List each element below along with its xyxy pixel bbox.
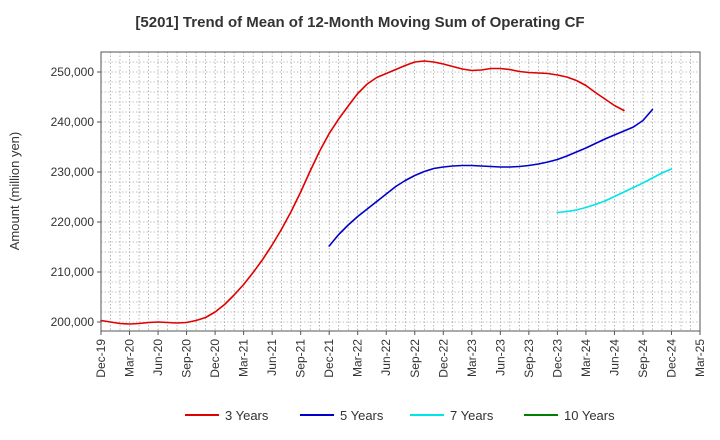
- x-tick-label: Dec-19: [94, 339, 108, 378]
- y-tick-label: 200,000: [51, 315, 95, 329]
- y-tick-label: 210,000: [51, 265, 95, 279]
- x-tick-label: Sep-20: [180, 339, 194, 378]
- x-tick-labels: Dec-19 Mar-20 Jun-20 Sep-20 Dec-20 Mar-21 Jun-…: [94, 331, 707, 378]
- grid-layer: [101, 52, 700, 331]
- x-tick-label: Dec-24: [664, 339, 678, 378]
- y-tick-labels: 200,000 210,000 220,000 230,000 240,000 250,0…: [51, 65, 101, 329]
- chart-title: [5201] Trend of Mean of 12-Month Moving …: [135, 14, 585, 31]
- y-tick-label: 230,000: [51, 165, 95, 179]
- y-tick-label: 240,000: [51, 115, 95, 129]
- legend-label: 7 Years: [450, 408, 494, 423]
- y-axis-label: Amount (million yen): [7, 132, 22, 251]
- x-tick-label: Dec-21: [322, 339, 336, 378]
- x-tick-label: Jun-23: [493, 339, 507, 376]
- x-tick-label: Mar-21: [237, 339, 251, 377]
- series-line-3-years: [100, 60, 625, 325]
- x-tick-label: Jun-20: [151, 339, 165, 376]
- series-line-5-years: [328, 108, 654, 247]
- x-tick-label: Mar-22: [351, 339, 365, 377]
- legend-label: 10 Years: [564, 408, 615, 423]
- legend-label: 3 Years: [225, 408, 269, 423]
- x-tick-label: Jun-24: [607, 339, 621, 376]
- x-tick-label: Mar-24: [579, 339, 593, 377]
- x-tick-label: Sep-21: [294, 339, 308, 378]
- plot-frame: [100, 51, 701, 332]
- x-tick-label: Mar-20: [123, 339, 137, 377]
- series-layer: [100, 60, 673, 325]
- x-tick-label: Mar-25: [693, 339, 707, 377]
- x-tick-label: Dec-20: [208, 339, 222, 378]
- series-line-7-years: [556, 168, 673, 214]
- y-tick-label: 220,000: [51, 215, 95, 229]
- x-tick-label: Mar-23: [465, 339, 479, 377]
- x-tick-label: Dec-23: [550, 339, 564, 378]
- legend-label: 5 Years: [340, 408, 384, 423]
- x-tick-label: Sep-23: [522, 339, 536, 378]
- x-tick-label: Jun-22: [379, 339, 393, 376]
- x-tick-label: Dec-22: [436, 339, 450, 378]
- x-tick-label: Jun-21: [265, 339, 279, 376]
- x-tick-label: Sep-22: [408, 339, 422, 378]
- y-tick-label: 250,000: [51, 65, 95, 79]
- x-tick-label: Sep-24: [636, 339, 650, 378]
- legend: 3 Years 5 Years 7 Years 10 Years: [185, 408, 615, 423]
